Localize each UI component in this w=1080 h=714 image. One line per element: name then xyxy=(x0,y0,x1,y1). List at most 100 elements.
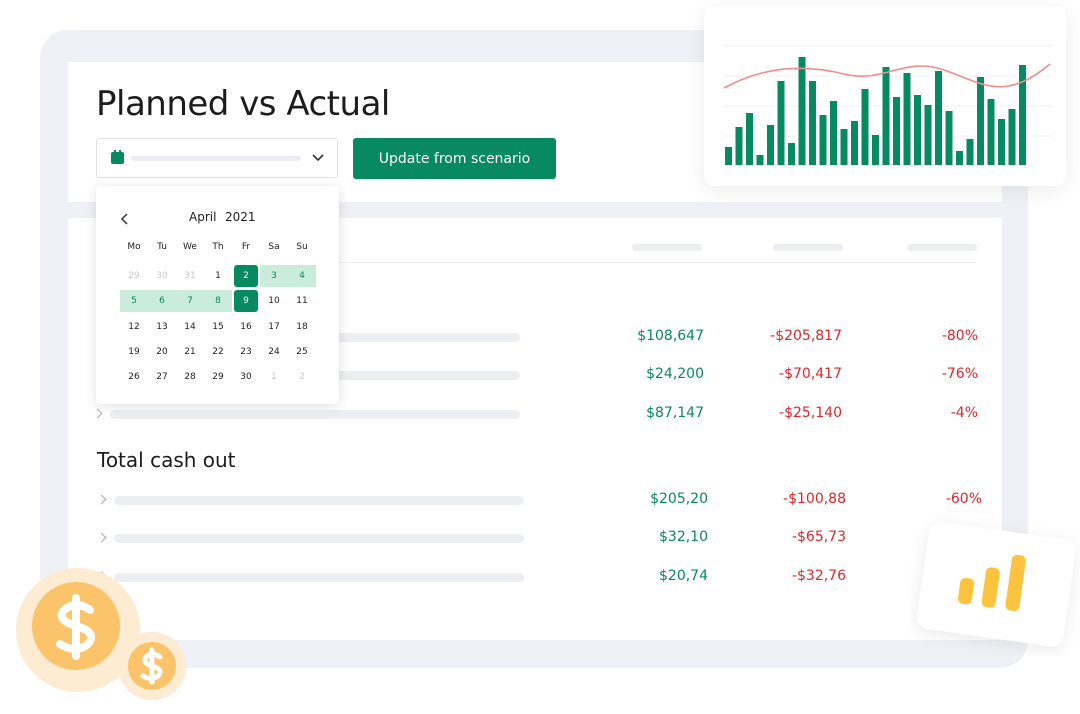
deco-bar xyxy=(987,99,995,165)
deco-bar xyxy=(935,71,942,165)
cell-value: -$65,73 xyxy=(791,529,846,545)
day: 11 xyxy=(296,296,308,307)
day: 19 xyxy=(128,346,140,357)
day: 5 xyxy=(120,290,148,313)
deco-bar xyxy=(977,77,984,165)
col-header xyxy=(773,244,843,251)
update-button[interactable]: Update from scenario xyxy=(353,138,556,179)
page-title: Planned vs Actual xyxy=(96,84,390,124)
cell-value: -60% xyxy=(945,491,982,507)
col-header xyxy=(632,244,702,251)
deco-bar xyxy=(851,121,858,165)
deco-bar xyxy=(735,127,743,165)
day: 2 xyxy=(299,372,305,383)
cell-value: $20,74 xyxy=(659,568,708,584)
weekday: Tu xyxy=(157,242,167,252)
day: 3 xyxy=(260,265,288,287)
cal-year: 2021 xyxy=(225,210,256,224)
weekday: Fr xyxy=(241,242,251,252)
cal-month: April xyxy=(189,210,217,224)
day: 24 xyxy=(268,346,280,357)
day: 26 xyxy=(128,372,140,383)
day: 21 xyxy=(184,346,196,357)
day: 1 xyxy=(271,372,277,383)
day: 28 xyxy=(184,372,196,383)
day: 10 xyxy=(268,296,280,307)
day: 17 xyxy=(268,321,280,332)
day: 8 xyxy=(204,290,232,313)
day: 9 xyxy=(234,290,258,313)
deco-bar xyxy=(956,151,963,165)
cell-value: $87,147 xyxy=(646,405,704,421)
day: 29 xyxy=(212,372,224,383)
stats-card xyxy=(917,522,1076,647)
row-placeholder xyxy=(110,410,520,419)
day: 30 xyxy=(240,372,252,383)
cell-value: $32,10 xyxy=(659,529,708,545)
prev-month[interactable] xyxy=(120,213,130,225)
cell-value: $24,200 xyxy=(646,366,704,382)
deco-bar xyxy=(903,73,911,165)
col-header xyxy=(907,244,977,251)
day: 25 xyxy=(296,346,308,357)
cell-value: -$25,140 xyxy=(779,405,842,421)
cell-value: -4% xyxy=(950,405,978,421)
deco-bar xyxy=(1019,65,1026,165)
date-dropdown[interactable] xyxy=(96,138,338,178)
deco-bar xyxy=(819,115,827,165)
day: 15 xyxy=(212,321,224,332)
divider xyxy=(96,262,976,263)
day: 12 xyxy=(128,321,140,332)
cell-value: -$205,817 xyxy=(770,328,842,344)
weekday: Su xyxy=(296,242,308,252)
day: 4 xyxy=(288,265,316,287)
deco-bar xyxy=(872,135,879,165)
deco-bar xyxy=(830,101,837,165)
deco-bar xyxy=(798,57,806,165)
deco-line xyxy=(723,63,1051,89)
deco-bar xyxy=(746,113,753,165)
deco-bar xyxy=(767,125,774,165)
row-placeholder xyxy=(114,573,524,582)
row-placeholder xyxy=(114,534,524,543)
cell-value: -$100,88 xyxy=(783,491,846,507)
day: 7 xyxy=(176,290,204,313)
deco-bar xyxy=(788,143,795,165)
deco-bar xyxy=(924,105,932,165)
deco-bar xyxy=(945,111,953,165)
day: 20 xyxy=(156,346,168,357)
cell-value: $108,647 xyxy=(637,328,704,344)
deco-bar xyxy=(893,97,900,165)
day: 30 xyxy=(156,271,168,281)
coins xyxy=(16,568,186,700)
mini-chart xyxy=(723,45,1052,165)
day: 13 xyxy=(156,321,168,332)
cell-value: -80% xyxy=(941,328,978,344)
dropdown-icons xyxy=(111,150,324,164)
cell-value: -76% xyxy=(941,366,978,382)
deco-bar xyxy=(861,89,869,165)
deco-bar xyxy=(756,155,764,165)
weekday: Sa xyxy=(268,242,280,252)
day: 1 xyxy=(215,271,221,281)
day: 18 xyxy=(296,321,308,332)
day: 31 xyxy=(184,271,196,281)
cell-value: $205,20 xyxy=(650,491,708,507)
deco-bar xyxy=(809,81,816,165)
deco-bar xyxy=(882,67,890,165)
deco-bar xyxy=(966,139,974,165)
row-placeholder xyxy=(114,496,524,505)
deco-bar xyxy=(840,129,848,165)
deco-bar xyxy=(725,147,732,165)
day: 22 xyxy=(212,346,224,357)
cell-value: -$70,417 xyxy=(779,366,842,382)
section-title: Total cash out xyxy=(97,448,236,472)
cell-value: -$32,76 xyxy=(791,568,846,584)
chart-card xyxy=(704,6,1066,186)
day: 16 xyxy=(240,321,252,332)
day: 6 xyxy=(148,290,176,313)
day: 14 xyxy=(184,321,196,332)
calendar: April 2021 Mo Tu We Th Fr Sa Su 29 30 31 1 2 3 4 5 6 7 8 9… xyxy=(96,186,339,404)
weekday: We xyxy=(183,242,197,252)
